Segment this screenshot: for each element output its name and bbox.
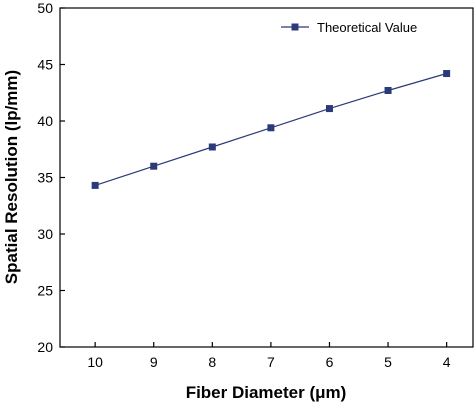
series-layer xyxy=(91,70,451,189)
data-point xyxy=(91,181,99,189)
legend: Theoretical Value xyxy=(281,20,417,35)
plot-area xyxy=(59,7,474,348)
data-point xyxy=(267,124,275,132)
data-point xyxy=(208,143,216,151)
y-tick-label: 35 xyxy=(37,170,53,186)
y-tick-label: 20 xyxy=(37,339,53,355)
legend-marker xyxy=(291,23,299,31)
data-point xyxy=(325,105,333,113)
y-tick-label: 45 xyxy=(37,57,53,73)
y-tick-label: 30 xyxy=(37,226,53,242)
legend-label: Theoretical Value xyxy=(317,20,417,35)
x-tick-label: 5 xyxy=(384,354,392,370)
x-tick-label: 4 xyxy=(443,354,451,370)
x-tick-label: 8 xyxy=(208,354,216,370)
x-axis-title: Fiber Diameter (μm) xyxy=(186,383,347,402)
data-point xyxy=(384,86,392,94)
x-tick-label: 6 xyxy=(326,354,334,370)
y-axis-ticks: 20 25 30 35 40 45 50 xyxy=(37,0,65,355)
y-tick-label: 40 xyxy=(37,113,53,129)
x-tick-label: 10 xyxy=(87,354,103,370)
y-axis-title: Spatial Resolution (lp/mm) xyxy=(2,70,21,284)
x-tick-label: 7 xyxy=(267,354,275,370)
y-tick-label: 50 xyxy=(37,0,53,16)
x-tick-label: 9 xyxy=(150,354,158,370)
data-point xyxy=(150,162,158,170)
y-tick-label: 25 xyxy=(37,283,53,299)
data-point xyxy=(443,70,451,78)
x-axis-ticks: 10 9 8 7 6 5 4 xyxy=(87,342,451,370)
